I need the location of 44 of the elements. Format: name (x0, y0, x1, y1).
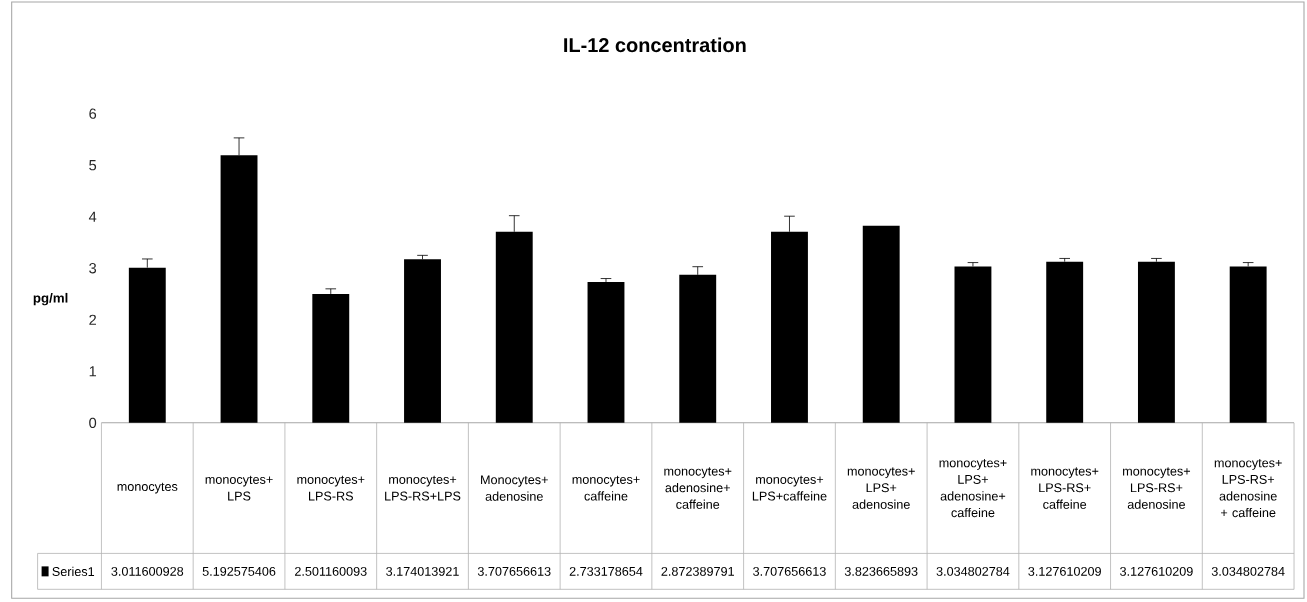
bar (1046, 261, 1084, 423)
x-tick-label: monocytes+LPS-RS+adenosine (1123, 467, 1191, 509)
x-tick-label: monocytes+LPS+adenosine (847, 467, 915, 509)
data-label: 3.034802784 (936, 566, 1010, 576)
y-axis-title: pg/ml (33, 292, 68, 306)
x-tick-label: monocytes+caffeine (572, 475, 640, 501)
x-tick-label: monocytes (117, 482, 178, 494)
y-tick-label: 2 (89, 314, 96, 325)
bar (1229, 266, 1267, 423)
data-label: 5.192575406 (202, 566, 276, 576)
y-tick-label: 3 (89, 262, 97, 274)
bar (312, 293, 350, 423)
x-tick-label: Monocytes+adenosine (481, 475, 548, 501)
y-tick-label: 1 (89, 366, 97, 377)
x-tick-label: monocytes+LPS+adenosine+caffeine (939, 458, 1007, 518)
data-label: 2.733178654 (569, 566, 643, 576)
data-label: 2.501160093 (294, 566, 367, 576)
x-tick-label: monocytes+LPS (205, 475, 273, 501)
bar (954, 266, 992, 423)
data-label: 3.823665893 (844, 566, 918, 576)
data-label: 3.011600928 (111, 566, 184, 576)
y-tick-label: 6 (89, 108, 97, 119)
chart-title: IL-12 concentration (564, 37, 746, 53)
bar (404, 259, 441, 423)
data-label: 3.127610209 (1120, 566, 1193, 576)
data-label: 3.707656613 (477, 566, 551, 576)
data-label: 3.174013921 (386, 566, 459, 576)
y-tick-label: 5 (89, 159, 97, 171)
legend-label: Series1 (52, 566, 95, 576)
data-label: 3.707656613 (753, 566, 826, 576)
x-tick-label: monocytes+LPS-RS+adenosine + caffeine (1214, 458, 1282, 518)
x-tick-label: monocytes+LPS-RS+caffeine (1031, 467, 1099, 509)
data-label: 2.872389791 (661, 566, 734, 576)
data-label: 3.034802784 (1211, 566, 1285, 576)
data-label: 3.127610209 (1028, 566, 1101, 576)
y-tick-label: 4 (88, 211, 97, 222)
bar (587, 281, 625, 423)
x-tick-label: monocytes+LPS+caffeine (752, 475, 827, 501)
bar (1137, 261, 1175, 423)
y-tick-label: 0 (89, 417, 97, 428)
x-tick-label: monocytes+LPS-RS (297, 475, 365, 501)
bar (862, 225, 900, 423)
x-tick-label: monocytes+LPS-RS+LPS (385, 475, 461, 501)
x-tick-label: monocytes+adenosine+caffeine (664, 467, 732, 509)
